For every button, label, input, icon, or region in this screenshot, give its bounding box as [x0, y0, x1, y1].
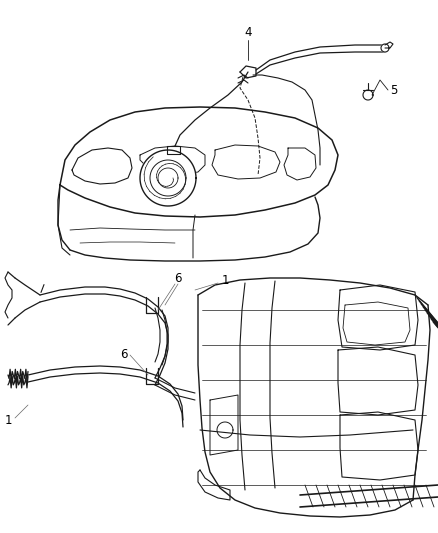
- Text: 4: 4: [244, 26, 252, 38]
- Text: 1: 1: [221, 273, 229, 287]
- Text: 1: 1: [4, 414, 12, 426]
- Text: 5: 5: [390, 84, 397, 96]
- Polygon shape: [140, 150, 196, 206]
- Text: 6: 6: [120, 349, 127, 361]
- Polygon shape: [363, 90, 373, 100]
- Polygon shape: [381, 44, 389, 52]
- Text: 6: 6: [174, 271, 182, 285]
